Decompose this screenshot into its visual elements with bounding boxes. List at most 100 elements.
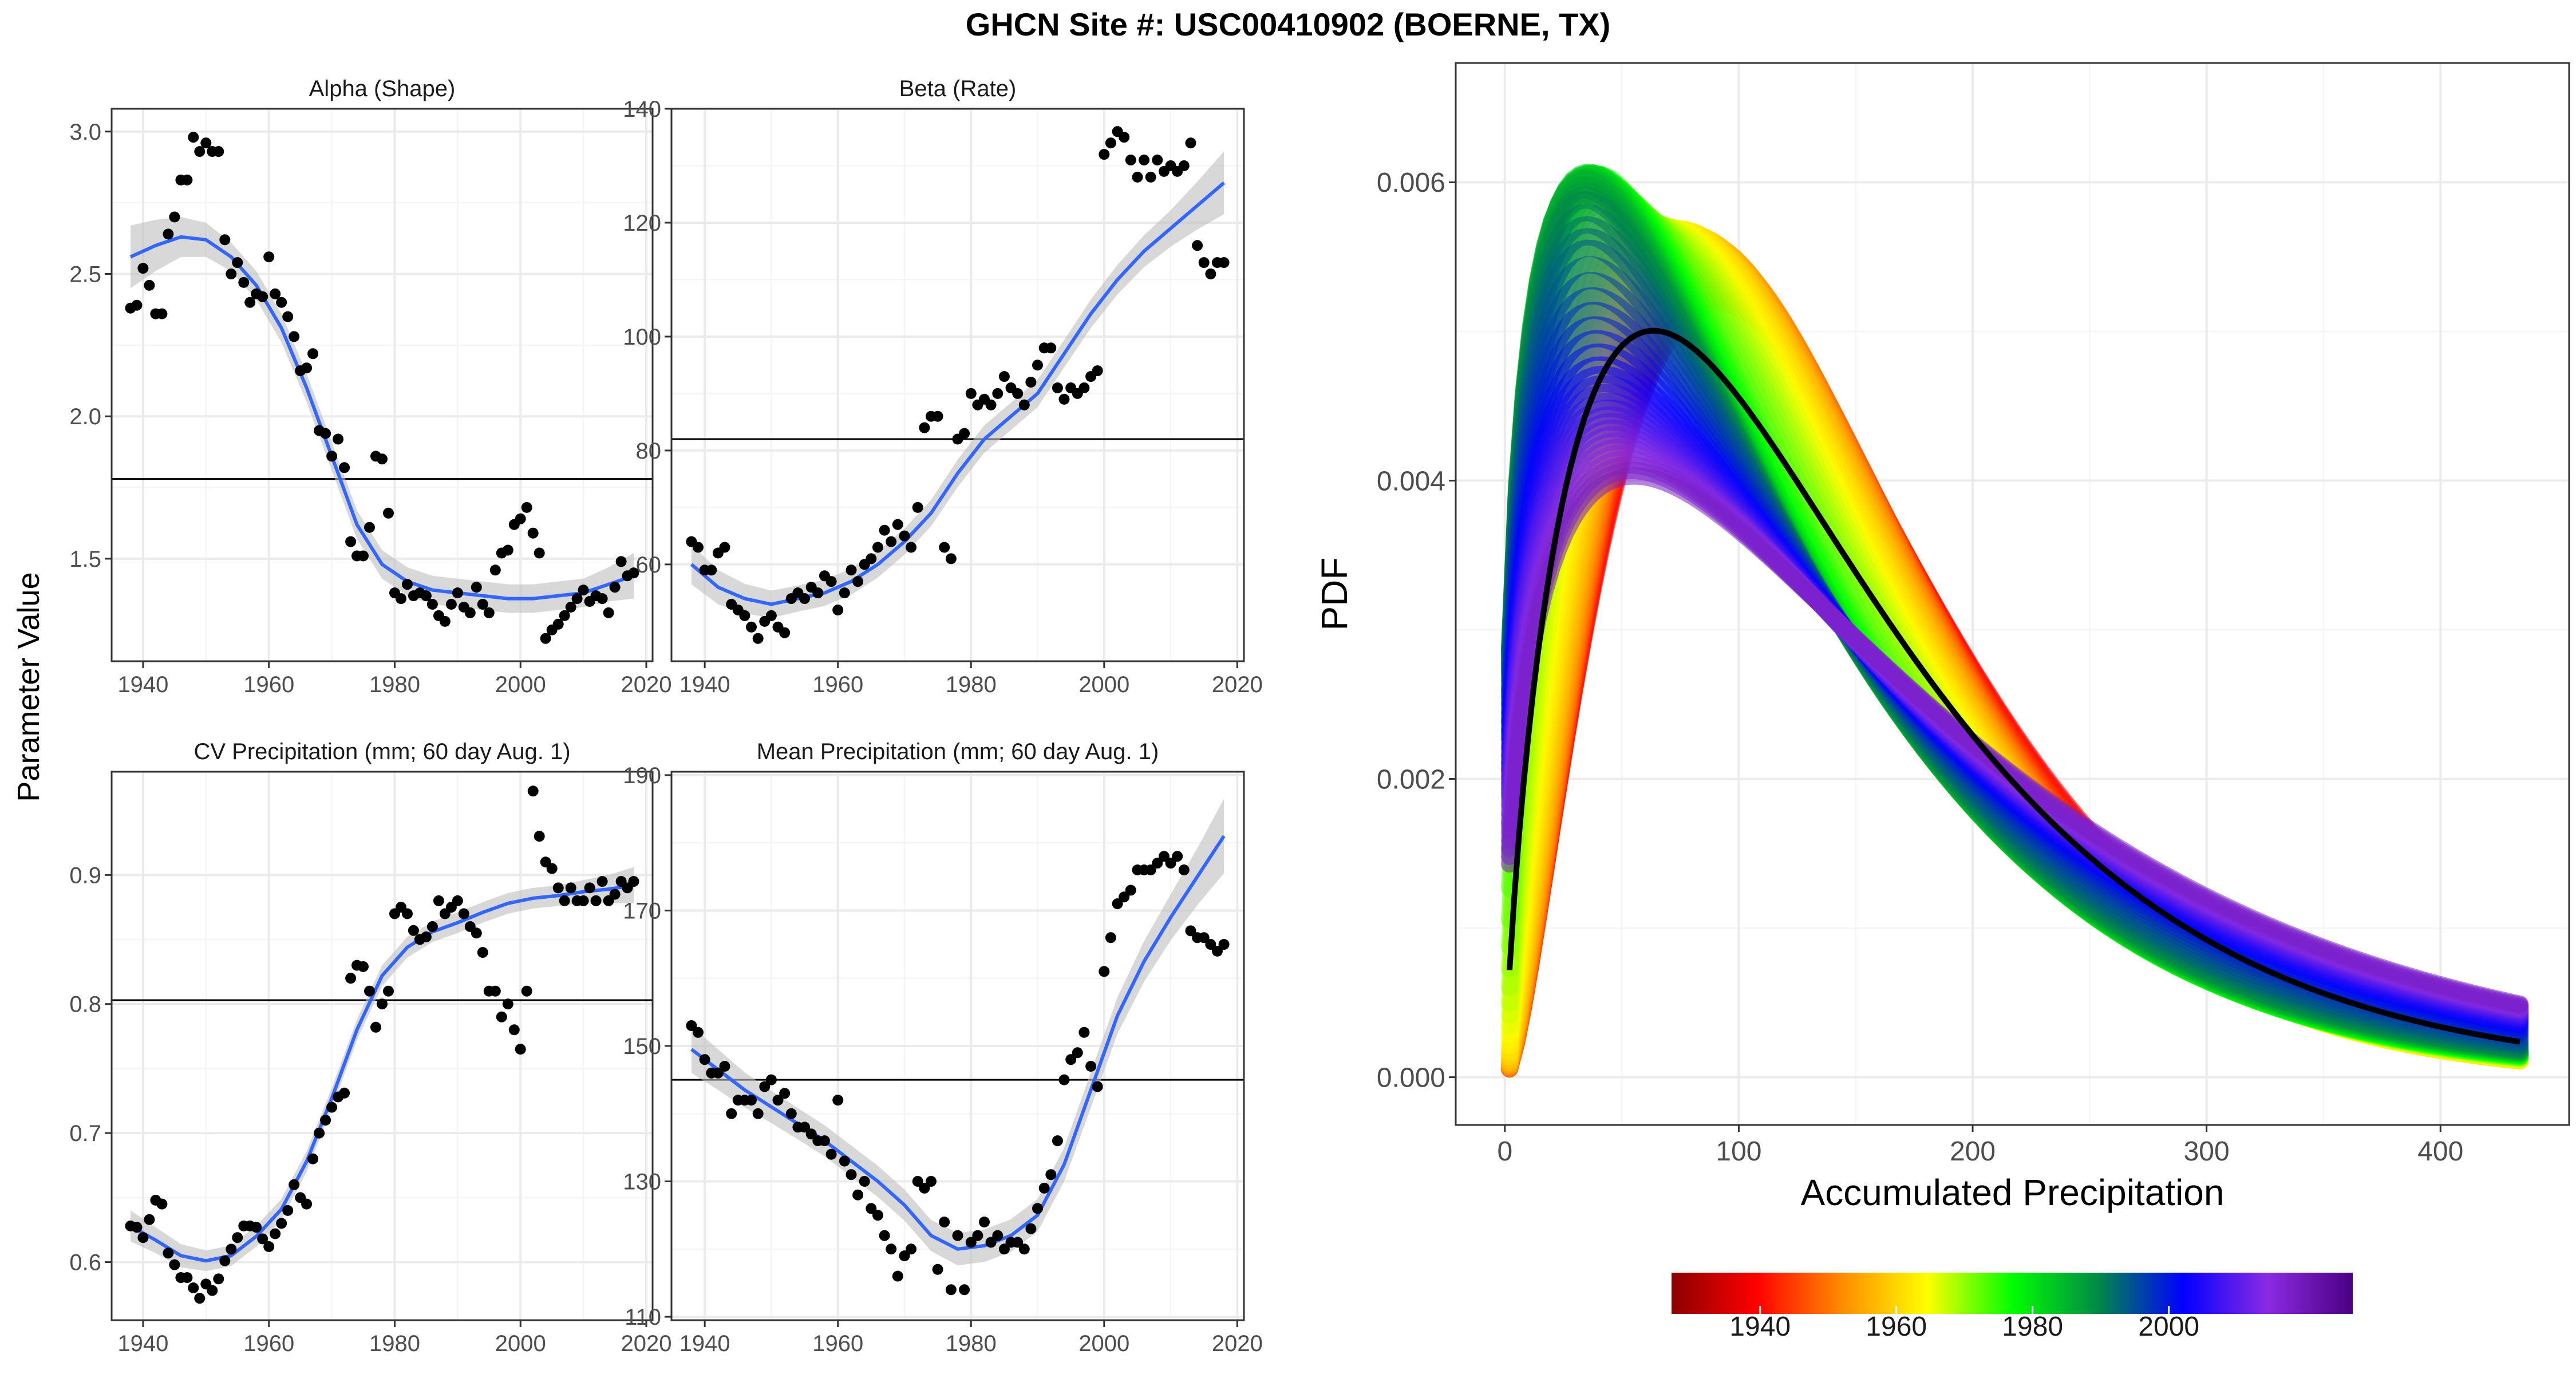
data-point <box>590 895 602 906</box>
plot-area <box>671 799 1244 1296</box>
data-point <box>628 876 639 887</box>
data-point <box>289 331 300 342</box>
y-tick-label: 0.002 <box>1377 764 1445 795</box>
data-point <box>137 263 149 274</box>
data-point <box>1018 399 1030 410</box>
data-point <box>244 297 256 308</box>
x-tick-label: 0 <box>1497 1136 1512 1167</box>
y-tick-label: 2.0 <box>69 404 101 429</box>
data-point <box>263 251 275 263</box>
data-point <box>992 388 1003 399</box>
data-point <box>358 550 369 562</box>
y-tick-label: 140 <box>623 97 661 122</box>
data-point <box>345 973 357 984</box>
data-point <box>515 513 526 524</box>
data-point <box>489 564 501 576</box>
data-point <box>521 985 532 997</box>
data-point <box>945 553 957 564</box>
data-point <box>156 308 168 319</box>
charts: Alpha (Shape) 1940 1960 1980 2000 2020 1.5 2.0 2… <box>69 62 2570 1356</box>
y-tick-label: 110 <box>625 1305 661 1330</box>
data-point <box>527 785 539 797</box>
colorbar: 1940 1960 1980 2000 <box>1672 1273 2353 1342</box>
data-point <box>959 1284 970 1296</box>
data-point <box>965 388 977 399</box>
plot-area <box>112 785 653 1304</box>
data-point <box>812 587 824 599</box>
data-point <box>213 1273 224 1285</box>
data-point <box>439 615 451 627</box>
data-point <box>832 605 844 615</box>
panel-title-beta: Beta (Rate) <box>899 76 1017 101</box>
data-point <box>464 607 476 618</box>
data-point <box>872 1210 883 1221</box>
panel-alpha: 1940 1960 1980 2000 2020 1.5 2.0 2.5 3.0 <box>69 108 672 697</box>
y-tick-label: 3.0 <box>69 120 101 145</box>
data-point <box>584 882 595 894</box>
plot-area <box>671 126 1244 644</box>
data-point <box>144 1214 155 1225</box>
data-point <box>972 1230 983 1241</box>
data-point <box>998 1243 1010 1255</box>
data-point <box>527 527 539 539</box>
y-tick-label: 1.5 <box>69 547 101 572</box>
confidence-ribbon <box>691 799 1224 1266</box>
data-point <box>693 542 704 553</box>
data-point <box>1165 858 1176 869</box>
data-point <box>339 1087 350 1099</box>
data-point <box>825 576 837 587</box>
data-point <box>886 536 897 547</box>
data-point <box>1185 137 1196 149</box>
data-point <box>846 1169 857 1180</box>
y-tick-label: 150 <box>623 1034 661 1059</box>
data-point <box>1045 342 1057 354</box>
x-tick-label: 1980 <box>369 672 420 697</box>
data-point <box>892 1270 903 1282</box>
data-point <box>502 544 513 556</box>
confidence-ribbon <box>131 217 634 613</box>
data-point <box>1099 149 1110 160</box>
data-point <box>785 1108 797 1119</box>
data-point <box>1012 388 1024 399</box>
data-point <box>899 530 910 542</box>
data-point <box>358 961 369 972</box>
x-tick-label: 200 <box>1950 1136 1996 1167</box>
data-point <box>1085 1061 1097 1072</box>
data-point <box>712 1067 724 1079</box>
x-tick-label: 2020 <box>621 672 672 697</box>
data-point <box>163 228 174 240</box>
data-point <box>879 524 890 536</box>
data-point <box>1105 137 1116 149</box>
data-point <box>307 1153 319 1164</box>
data-point <box>765 610 777 621</box>
data-point <box>1052 1135 1063 1147</box>
x-tick-label: 1940 <box>679 1331 730 1356</box>
x-tick-label: 400 <box>2417 1136 2463 1167</box>
data-point <box>219 1255 231 1266</box>
data-point <box>169 211 180 223</box>
data-point <box>477 599 488 610</box>
data-point <box>433 895 444 906</box>
data-point <box>571 593 583 605</box>
data-point <box>759 1081 771 1092</box>
data-point <box>852 576 864 587</box>
data-point <box>257 291 268 302</box>
data-point <box>383 985 394 997</box>
data-point <box>819 1135 830 1147</box>
data-point <box>226 269 237 279</box>
mean-pdf-curve <box>1507 327 2520 1045</box>
panel-title-alpha: Alpha (Shape) <box>309 76 456 101</box>
panel-border <box>1455 62 2570 1126</box>
x-tick-label: 1940 <box>679 672 730 697</box>
colorbar-tick-label: 2000 <box>2138 1312 2199 1342</box>
x-tick-label: 300 <box>2184 1136 2230 1167</box>
panel-pdf: 0 100 200 300 400 0.000 0.002 0.004 0.006 <box>1377 62 2570 1167</box>
data-point <box>483 607 495 618</box>
pdf-x-label: Accumulated Precipitation <box>1801 1172 2225 1213</box>
data-point <box>596 593 608 605</box>
data-point <box>1045 1169 1057 1180</box>
y-tick-label: 2.5 <box>69 262 101 287</box>
data-point <box>799 593 811 605</box>
x-tick-label: 2000 <box>1078 672 1129 697</box>
data-point <box>226 1243 237 1255</box>
